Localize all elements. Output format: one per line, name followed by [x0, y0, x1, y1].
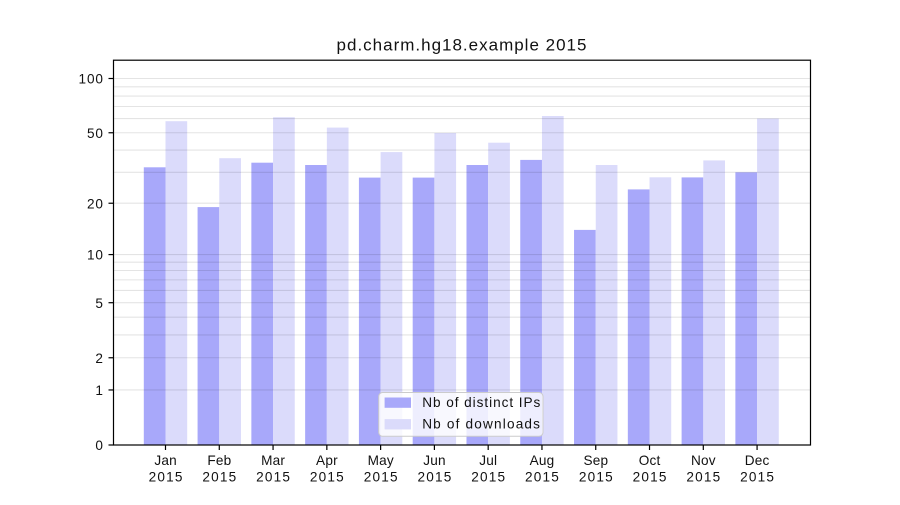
svg-text:Feb: Feb [207, 453, 231, 468]
svg-text:Mar: Mar [261, 453, 285, 468]
svg-text:2015: 2015 [202, 469, 237, 484]
svg-text:Dec: Dec [745, 453, 770, 468]
svg-text:Aug: Aug [530, 453, 555, 468]
svg-text:10: 10 [87, 248, 104, 263]
svg-text:2015: 2015 [525, 469, 560, 484]
svg-text:Jul: Jul [479, 453, 497, 468]
svg-text:Oct: Oct [639, 453, 661, 468]
svg-text:1: 1 [95, 383, 103, 398]
svg-text:Nb of downloads: Nb of downloads [422, 417, 541, 432]
svg-text:5: 5 [95, 296, 103, 311]
svg-text:Nb of distinct IPs: Nb of distinct IPs [422, 395, 541, 410]
svg-text:2015: 2015 [633, 469, 668, 484]
svg-text:2015: 2015 [579, 469, 614, 484]
svg-text:2015: 2015 [471, 469, 506, 484]
svg-text:2015: 2015 [686, 469, 721, 484]
svg-text:0: 0 [95, 438, 103, 453]
svg-text:Jun: Jun [423, 453, 446, 468]
svg-text:2015: 2015 [740, 469, 775, 484]
svg-text:Nov: Nov [691, 453, 716, 468]
svg-text:100: 100 [79, 72, 104, 87]
svg-text:2015: 2015 [417, 469, 452, 484]
svg-text:2015: 2015 [149, 469, 184, 484]
svg-text:50: 50 [87, 126, 104, 141]
svg-text:Apr: Apr [316, 453, 338, 468]
svg-text:2015: 2015 [364, 469, 399, 484]
svg-text:Jan: Jan [154, 453, 177, 468]
svg-text:May: May [368, 453, 394, 468]
svg-text:2015: 2015 [310, 469, 345, 484]
svg-text:20: 20 [87, 196, 104, 211]
svg-text:pd.charm.hg18.example 2015: pd.charm.hg18.example 2015 [337, 35, 588, 54]
svg-text:2: 2 [95, 351, 103, 366]
svg-text:Sep: Sep [583, 453, 608, 468]
svg-text:2015: 2015 [256, 469, 291, 484]
